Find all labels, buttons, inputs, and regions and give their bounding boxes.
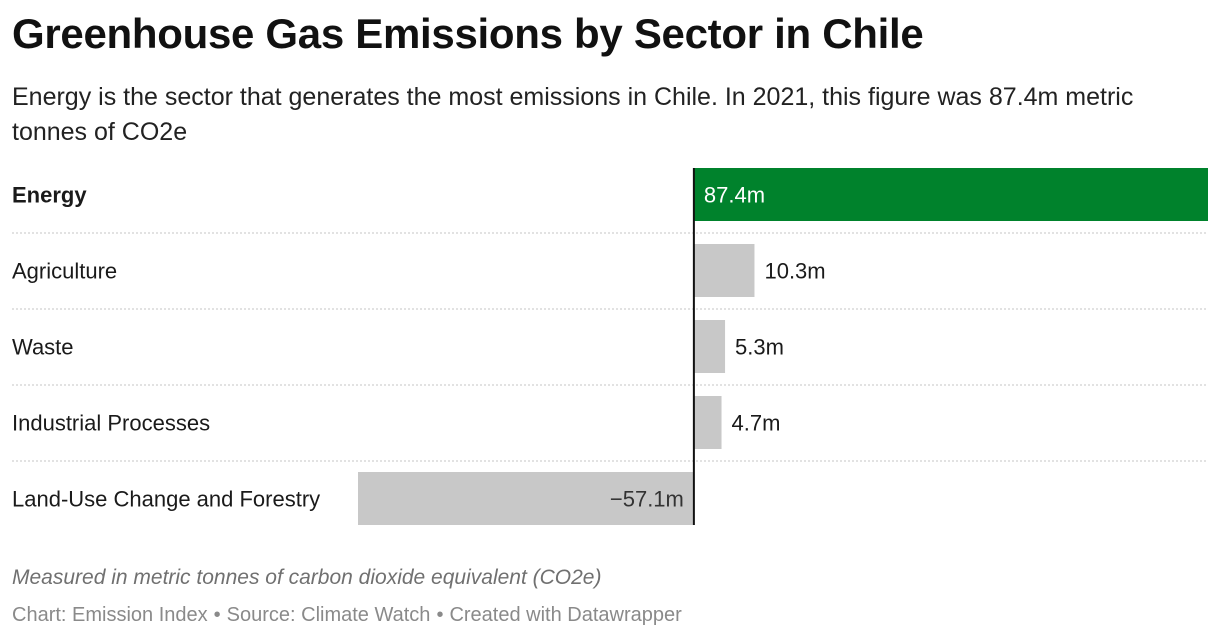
bar (693, 244, 755, 297)
value-label: 10.3m (764, 259, 825, 284)
chart-notes: Measured in metric tonnes of carbon diox… (12, 566, 602, 589)
bar (693, 320, 726, 373)
source-credit: Source: Climate Watch (226, 604, 431, 626)
chart-title: Greenhouse Gas Emissions by Sector in Ch… (12, 10, 924, 57)
chart-credit: Chart: Emission Index (12, 604, 208, 626)
bar (693, 396, 722, 449)
footer-separator: • (213, 604, 221, 626)
value-label: 5.3m (735, 335, 784, 360)
chart-footer: Chart: Emission Index • Source: Climate Wa… (12, 604, 682, 627)
value-label: 4.7m (732, 411, 781, 436)
category-label: Agriculture (12, 259, 117, 284)
category-label: Waste (12, 335, 74, 360)
value-label: −57.1m (610, 487, 684, 512)
bar (693, 168, 1208, 221)
category-label: Industrial Processes (12, 411, 210, 436)
category-label: Energy (12, 183, 87, 208)
bar (358, 472, 694, 525)
tool-credit: Created with Datawrapper (449, 604, 682, 626)
chart-subtitle: Energy is the sector that generates the … (12, 83, 1134, 146)
value-label: 87.4m (704, 183, 765, 208)
category-label: Land-Use Change and Forestry (12, 487, 320, 512)
footer-separator: • (436, 604, 444, 626)
